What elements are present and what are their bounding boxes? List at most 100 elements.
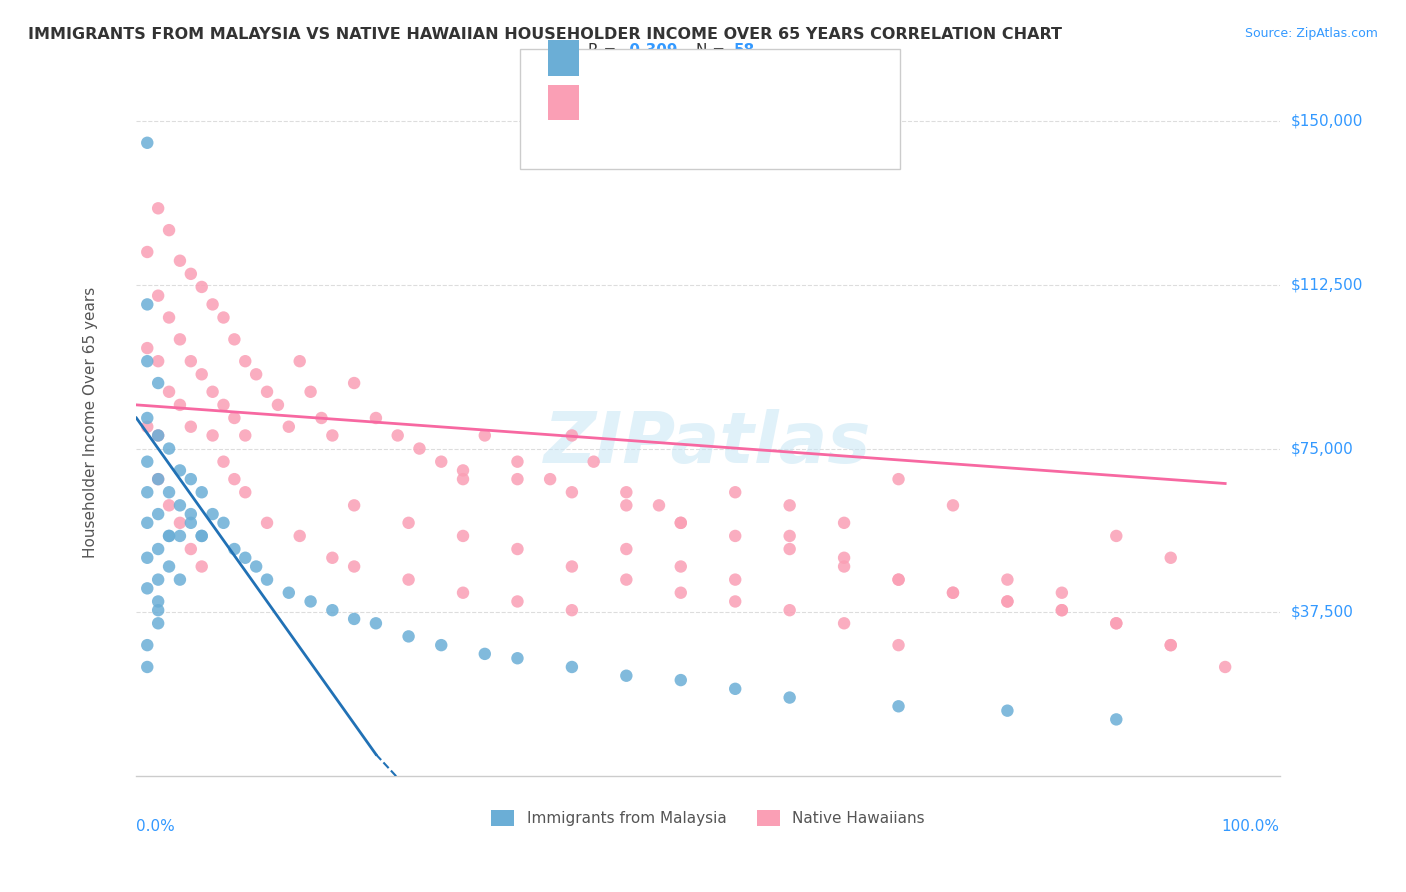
Point <box>614 485 637 500</box>
Point <box>614 542 637 557</box>
Point <box>136 582 159 596</box>
Point <box>190 485 212 500</box>
Point <box>224 472 246 486</box>
Point <box>146 616 169 631</box>
Point <box>201 297 224 311</box>
Point <box>136 550 159 565</box>
Point <box>146 376 169 390</box>
Point <box>942 585 965 599</box>
Point <box>190 529 212 543</box>
Point <box>343 376 366 390</box>
Point <box>146 573 169 587</box>
Point <box>146 428 169 442</box>
Point <box>832 559 855 574</box>
Point <box>146 354 169 368</box>
Point <box>299 384 322 399</box>
Point <box>201 384 224 399</box>
Point <box>1105 616 1128 631</box>
Point <box>364 411 387 425</box>
Point <box>256 384 278 399</box>
Point <box>832 516 855 530</box>
Point <box>169 332 191 346</box>
Point <box>146 288 169 302</box>
Point <box>997 573 1019 587</box>
Point <box>180 516 202 530</box>
Point <box>669 585 692 599</box>
Point <box>299 594 322 608</box>
Point <box>561 485 583 500</box>
Point <box>169 499 191 513</box>
Point <box>506 651 529 665</box>
Point <box>538 472 561 486</box>
Point <box>997 704 1019 718</box>
Point <box>190 529 212 543</box>
Point <box>561 660 583 674</box>
Point <box>157 499 180 513</box>
Point <box>267 398 290 412</box>
Point <box>169 463 191 477</box>
Point <box>136 136 159 150</box>
Point <box>451 585 474 599</box>
Point <box>146 603 169 617</box>
Point <box>180 472 202 486</box>
Point <box>146 594 169 608</box>
Text: 110: 110 <box>734 87 765 101</box>
Point <box>1050 603 1073 617</box>
Point <box>212 455 235 469</box>
Point <box>582 455 605 469</box>
Point <box>256 573 278 587</box>
Text: -0.309: -0.309 <box>623 44 678 58</box>
Point <box>832 616 855 631</box>
Point <box>997 594 1019 608</box>
Point <box>321 428 343 442</box>
Point <box>233 550 256 565</box>
Point <box>364 616 387 631</box>
Point <box>245 559 267 574</box>
Point <box>136 341 159 355</box>
Point <box>169 398 191 412</box>
Point <box>190 280 212 294</box>
Point <box>157 442 180 456</box>
Point <box>157 529 180 543</box>
Point <box>669 516 692 530</box>
Point <box>474 428 496 442</box>
Point <box>614 669 637 683</box>
Text: N =: N = <box>696 87 730 101</box>
Text: N =: N = <box>696 44 730 58</box>
Point <box>157 529 180 543</box>
Point <box>506 472 529 486</box>
Point <box>724 594 747 608</box>
Point <box>887 699 910 714</box>
Point <box>224 542 246 557</box>
Point <box>180 419 202 434</box>
Point <box>157 559 180 574</box>
Point <box>561 428 583 442</box>
Point <box>779 603 801 617</box>
Text: R =: R = <box>588 44 621 58</box>
Point <box>669 559 692 574</box>
Point <box>136 455 159 469</box>
Point <box>1105 529 1128 543</box>
Point <box>277 585 299 599</box>
Text: 0.0%: 0.0% <box>136 819 176 834</box>
Text: -0.160: -0.160 <box>623 87 678 101</box>
Point <box>136 638 159 652</box>
Point <box>288 529 311 543</box>
Point <box>398 573 420 587</box>
Point <box>212 310 235 325</box>
Point <box>343 559 366 574</box>
Point <box>942 499 965 513</box>
Point <box>146 428 169 442</box>
Point <box>669 673 692 687</box>
Point <box>212 398 235 412</box>
Point <box>157 384 180 399</box>
Text: $75,000: $75,000 <box>1291 441 1354 456</box>
Point <box>942 585 965 599</box>
Point <box>614 499 637 513</box>
Point <box>169 253 191 268</box>
Point <box>146 472 169 486</box>
Point <box>136 660 159 674</box>
Text: 58: 58 <box>734 44 755 58</box>
Point <box>408 442 430 456</box>
Point <box>180 354 202 368</box>
